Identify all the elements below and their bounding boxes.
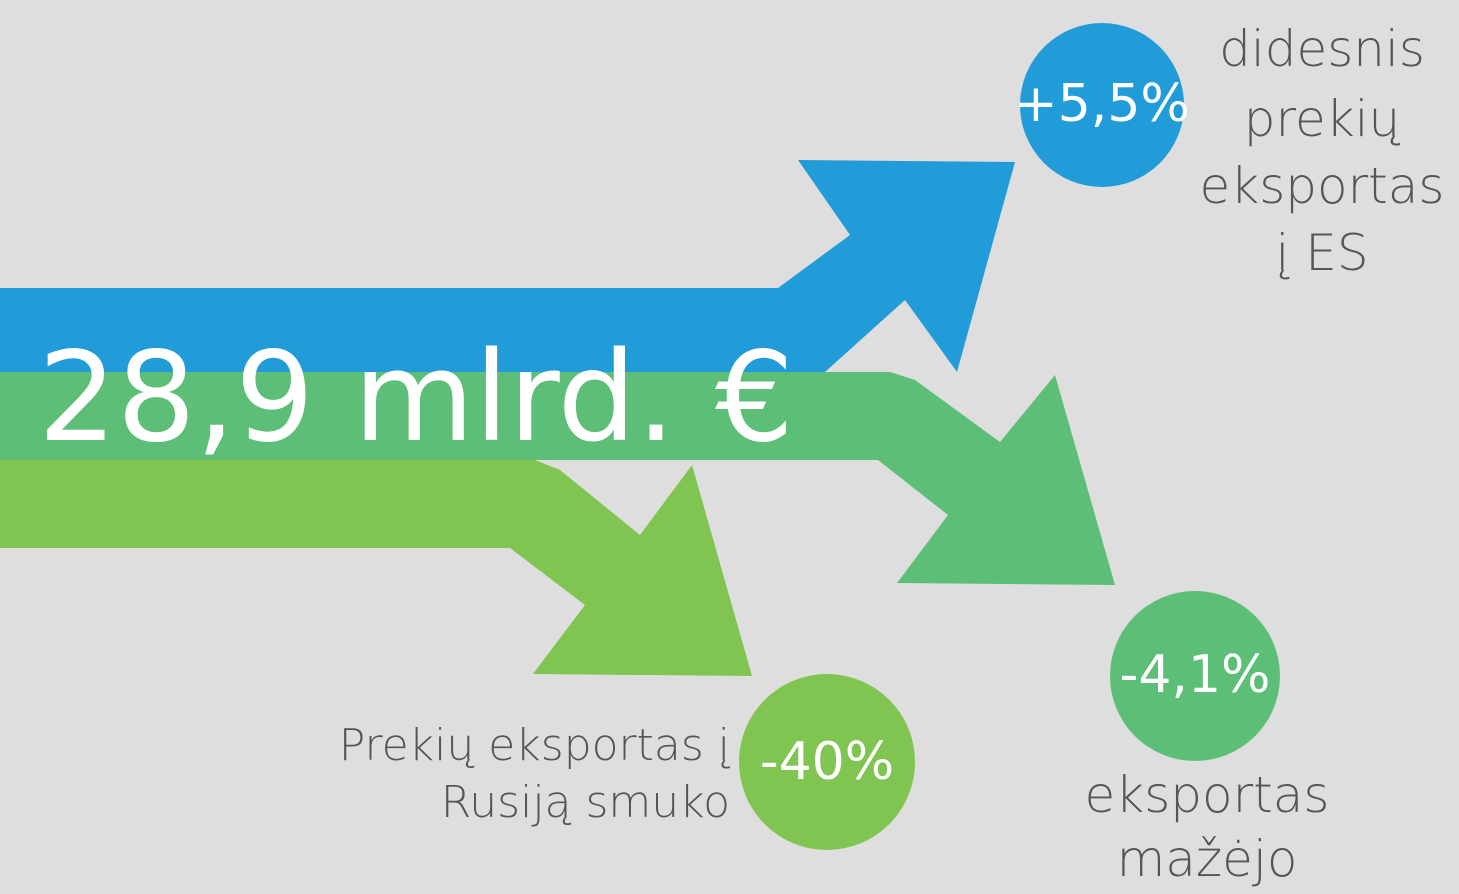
badge (1110, 591, 1280, 761)
description-line: eksportas (1085, 766, 1330, 824)
description: Prekių eksportas į Rusiją smuko (339, 720, 731, 828)
blue-arrow (0, 160, 1015, 372)
badge (739, 674, 915, 850)
description-line: Rusiją smuko (441, 777, 730, 828)
description-line: didesnis (1219, 20, 1425, 78)
badge (1020, 23, 1184, 187)
percent: -4,1% (1120, 645, 1271, 705)
percent: -40% (760, 732, 894, 792)
description-line: mažėjo (1117, 830, 1298, 888)
description-line: prekių (1244, 90, 1401, 148)
description: didesnis prekių eksportas į ES (1200, 20, 1445, 282)
percent: +5,5% (1014, 74, 1190, 134)
description-line: eksportas (1200, 157, 1445, 215)
green-arrow (0, 372, 1115, 585)
light-green-arrow (0, 460, 752, 676)
total-value: 28,9 mlrd. € (38, 326, 794, 470)
description-line: Prekių eksportas į (339, 720, 731, 771)
description: eksportas mažėjo (1085, 766, 1330, 888)
description-line: į ES (1275, 224, 1368, 282)
